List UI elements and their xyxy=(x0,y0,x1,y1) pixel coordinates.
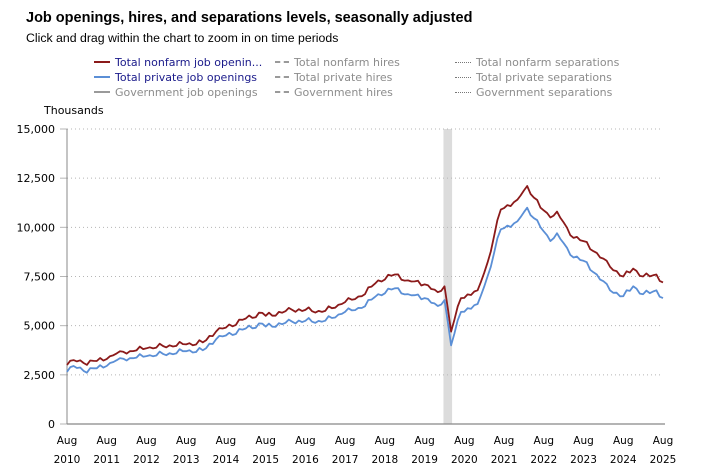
legend-swatch-dot xyxy=(455,76,471,78)
legend-item[interactable]: Total nonfarm hires xyxy=(275,56,400,70)
series-line-total-nonfarm-job-openings[interactable] xyxy=(66,185,664,366)
x-tick-label-month: Aug xyxy=(653,435,674,447)
x-tick-label-year: 2020 xyxy=(451,454,478,466)
x-tick-label-month: Aug xyxy=(216,435,237,447)
x-tick-label-year: 2018 xyxy=(371,454,398,466)
x-tick-label-year: 2010 xyxy=(54,454,81,466)
legend-swatch-solid xyxy=(94,61,110,63)
x-tick-label-month: Aug xyxy=(494,435,515,447)
legend-label: Government separations xyxy=(476,86,613,99)
x-tick-label-year: 2012 xyxy=(133,454,160,466)
x-tick-label-month: Aug xyxy=(57,435,78,447)
legend-label: Total private job openings xyxy=(115,71,258,84)
legend-label: Government hires xyxy=(294,86,393,99)
x-tick-label-month: Aug xyxy=(534,435,555,447)
y-tick-label: 2,500 xyxy=(24,369,56,382)
x-tick-label-month: Aug xyxy=(613,435,634,447)
legend-item[interactable]: Government job openings xyxy=(94,86,258,100)
legend-swatch-dot xyxy=(455,91,471,93)
chart-subtitle: Click and drag within the chart to zoom … xyxy=(26,31,339,45)
legend-item[interactable]: Total private job openings xyxy=(94,71,257,85)
legend-item[interactable]: Government separations xyxy=(455,86,612,100)
legend-swatch-dash xyxy=(275,91,289,93)
legend-item[interactable]: Total nonfarm separations xyxy=(455,56,619,70)
x-tick-label-year: 2022 xyxy=(530,454,557,466)
legend-label: Total nonfarm separations xyxy=(476,56,620,69)
x-tick-label-month: Aug xyxy=(414,435,435,447)
y-tick-label: 5,000 xyxy=(24,320,56,333)
y-axis-title: Thousands xyxy=(44,104,104,117)
x-tick-label-month: Aug xyxy=(136,435,157,447)
y-tick-label: 15,000 xyxy=(17,123,56,136)
legend-swatch-dot xyxy=(455,61,471,63)
x-tick-label-year: 2015 xyxy=(252,454,279,466)
y-tick-label: 12,500 xyxy=(17,172,56,185)
x-tick-label-year: 2023 xyxy=(570,454,597,466)
x-tick-label-month: Aug xyxy=(96,435,117,447)
legend-swatch-dash xyxy=(275,61,289,63)
legend-swatch-dash xyxy=(275,76,289,78)
series-line-total-private-job-openings[interactable] xyxy=(66,206,664,374)
x-tick-label-month: Aug xyxy=(295,435,316,447)
legend-label: Government job openings xyxy=(115,86,258,99)
legend-swatch-solid xyxy=(94,76,110,78)
legend-label: Total nonfarm hires xyxy=(294,56,400,69)
legend-label: Total private separations xyxy=(476,71,612,84)
chart-title: Job openings, hires, and separations lev… xyxy=(26,10,473,26)
x-tick-label-year: 2013 xyxy=(173,454,200,466)
x-tick-label-month: Aug xyxy=(255,435,276,447)
x-tick-label-month: Aug xyxy=(573,435,594,447)
x-tick-label-year: 2021 xyxy=(491,454,518,466)
x-tick-label-month: Aug xyxy=(375,435,396,447)
x-tick-label-year: 2016 xyxy=(292,454,319,466)
x-tick-label-year: 2019 xyxy=(411,454,438,466)
x-tick-label-year: 2025 xyxy=(650,454,677,466)
x-tick-label-month: Aug xyxy=(176,435,197,447)
y-tick-label: 10,000 xyxy=(17,221,56,234)
x-tick-label-month: Aug xyxy=(454,435,475,447)
legend-label: Total nonfarm job openin... xyxy=(115,56,263,69)
legend-item[interactable]: Total nonfarm job openin... xyxy=(94,56,262,70)
legend-item[interactable]: Government hires xyxy=(275,86,393,100)
y-tick-label: 7,500 xyxy=(24,271,56,284)
x-tick-label-year: 2024 xyxy=(610,454,637,466)
x-tick-label-month: Aug xyxy=(335,435,356,447)
legend-swatch-solid xyxy=(94,91,110,93)
y-tick-label: 0 xyxy=(48,418,55,431)
x-tick-label-year: 2011 xyxy=(93,454,120,466)
legend-label: Total private hires xyxy=(294,71,393,84)
x-tick-label-year: 2017 xyxy=(332,454,359,466)
legend-item[interactable]: Total private hires xyxy=(275,71,392,85)
x-tick-label-year: 2014 xyxy=(213,454,240,466)
legend-item[interactable]: Total private separations xyxy=(455,71,612,85)
